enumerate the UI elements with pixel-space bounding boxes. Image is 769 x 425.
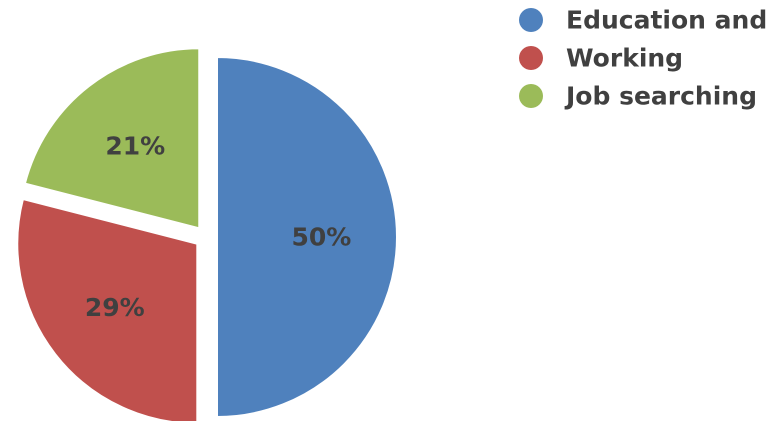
legend-marker-job-searching [519, 84, 543, 108]
data-label-job-searching: 21% [105, 131, 165, 160]
legend-label-job-searching: Job searching [564, 82, 757, 111]
legend: Education and Working Job searching [519, 6, 767, 111]
pie-slice-job-searching [23, 47, 201, 230]
slices-layer [16, 47, 398, 425]
data-labels-layer: 50% 29% 21% [85, 131, 351, 322]
pie-slice-working [16, 197, 199, 425]
data-label-working: 29% [85, 293, 145, 322]
data-label-education-and: 50% [291, 223, 351, 252]
legend-marker-education-and [519, 8, 543, 32]
legend-label-education-and: Education and [566, 6, 767, 35]
legend-label-working: Working [566, 44, 683, 73]
legend-marker-working [519, 46, 543, 70]
pie-slice-education-and [216, 55, 398, 419]
